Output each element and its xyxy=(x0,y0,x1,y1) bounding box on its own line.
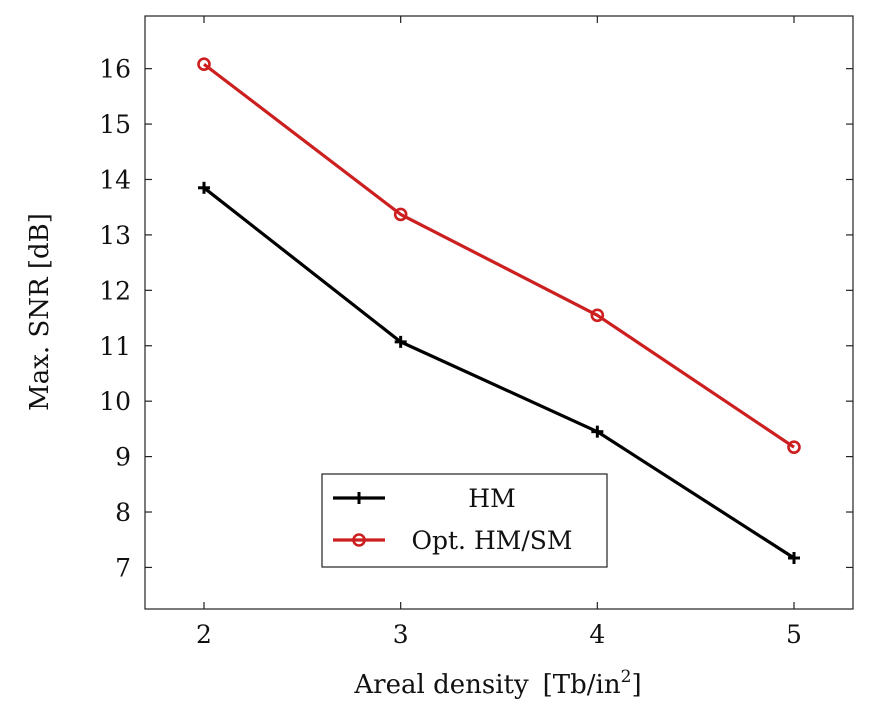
data-point-hm xyxy=(788,552,800,565)
x-tick-label: 3 xyxy=(393,620,409,649)
legend-marker-hm xyxy=(353,492,365,504)
x-tick-labels: 2 3 4 5 xyxy=(196,620,802,649)
x-tick-label: 4 xyxy=(589,620,605,649)
x-axis-label-text: Areal density xyxy=(353,670,529,700)
data-point-hm xyxy=(394,335,407,348)
legend-entry-hm: HM xyxy=(333,484,516,513)
y-tick-label: 7 xyxy=(115,553,131,582)
data-point-opt-hm-sm xyxy=(393,207,408,222)
legend-label-opt-hm-sm: Opt. HM/SM xyxy=(412,526,573,555)
series-line-hm xyxy=(203,186,795,560)
series-hm xyxy=(198,181,800,565)
x-tick-label: 2 xyxy=(196,620,212,649)
series-opt-hm-sm xyxy=(197,57,801,454)
legend: HM Opt. HM/SM xyxy=(321,473,608,568)
x-axis-unit-exponent: 2 xyxy=(621,667,632,687)
y-tick-labels: 7 8 9 10 11 12 13 14 15 16 xyxy=(99,55,131,583)
y-tick-label: 16 xyxy=(99,55,131,84)
y-tick-label: 10 xyxy=(99,387,131,416)
y-tick-label: 12 xyxy=(99,276,131,305)
x-axis-unit-suffix: ] xyxy=(631,670,641,700)
y-tick-label: 13 xyxy=(99,221,131,250)
y-tick-label: 11 xyxy=(99,332,131,361)
y-axis-label: Max. SNR [dB] xyxy=(25,213,55,411)
axis-ticks xyxy=(145,16,853,609)
x-axis-label: Areal density [Tb/in2] xyxy=(353,667,641,700)
legend-box xyxy=(321,473,608,568)
data-point-opt-hm-sm xyxy=(787,440,801,454)
data-point-opt-hm-sm xyxy=(590,308,605,323)
data-point-hm xyxy=(198,181,210,194)
legend-marker-shape xyxy=(353,492,365,504)
series-line-opt-hm-sm xyxy=(203,62,795,449)
y-tick-label: 14 xyxy=(99,165,131,194)
legend-entry-opt-hm-sm: Opt. HM/SM xyxy=(333,526,573,555)
legend-marker-shape xyxy=(352,533,366,547)
series-layer xyxy=(197,57,801,565)
y-tick-label: 9 xyxy=(115,443,131,472)
x-tick-label: 5 xyxy=(786,620,802,649)
legend-label-hm: HM xyxy=(468,484,515,513)
legend-marker-opt-hm-sm xyxy=(352,533,366,547)
y-tick-label: 15 xyxy=(99,110,131,139)
data-point-hm xyxy=(591,425,604,438)
y-tick-label: 8 xyxy=(115,498,131,527)
x-axis-unit-prefix: [Tb/in xyxy=(543,670,621,700)
plot-frame xyxy=(144,15,854,610)
data-point-opt-hm-sm xyxy=(197,57,211,72)
